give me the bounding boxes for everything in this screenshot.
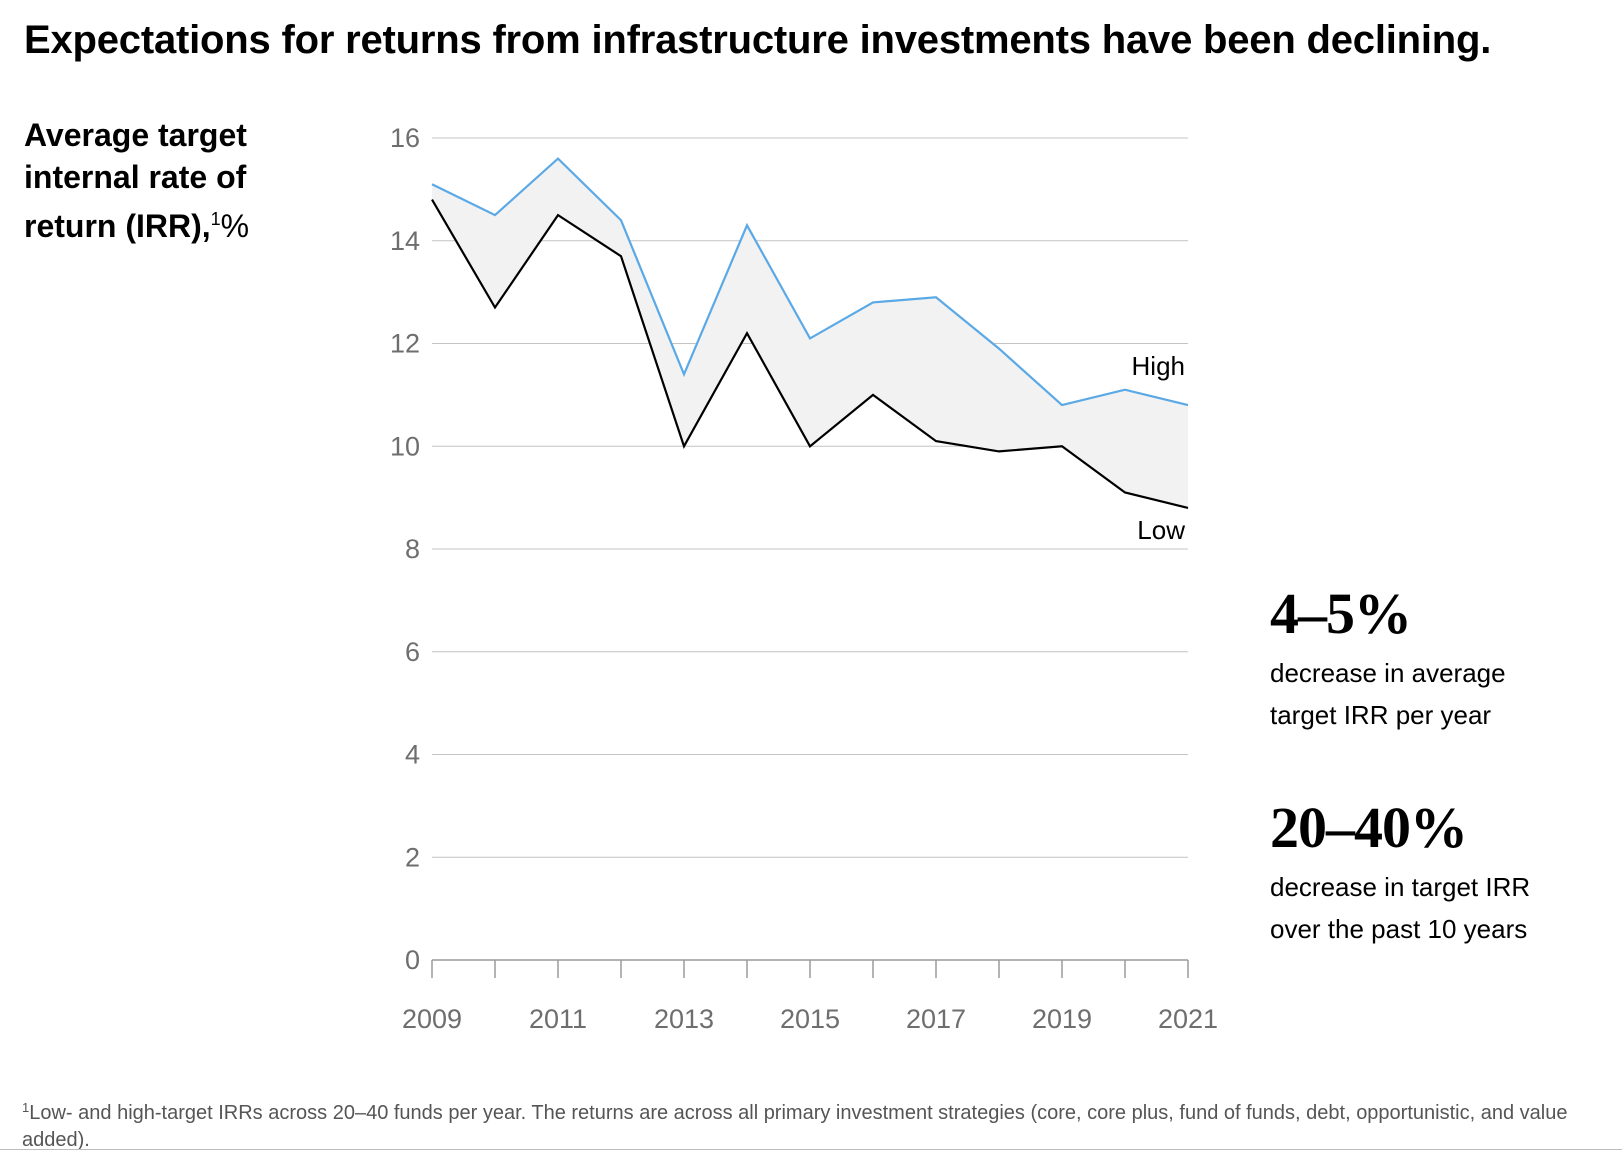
stat-description: decrease in target IRR over the past 10 …: [1270, 866, 1610, 950]
x-axis: [431, 959, 1189, 978]
y-tick-label: 16: [390, 123, 420, 153]
series-line-high: [431, 157, 1189, 407]
series-line-low: [431, 199, 1189, 509]
y-axis-label-text: Average target internal rate of return (…: [24, 117, 247, 244]
stat-description: decrease in average target IRR per year: [1270, 652, 1610, 736]
x-tick-label: 2017: [906, 1004, 966, 1034]
y-axis-label: Average target internal rate of return (…: [24, 114, 314, 247]
y-tick-label: 12: [390, 329, 420, 359]
range-band-area: [432, 158, 1188, 508]
stat-description-line: over the past 10 years: [1270, 914, 1528, 944]
x-tick-label: 2013: [654, 1004, 714, 1034]
y-tick-label: 2: [405, 842, 420, 872]
x-tick-label: 2011: [529, 1004, 587, 1034]
bottom-divider: [0, 1149, 1622, 1150]
stat-value: 20–40%: [1270, 795, 1468, 860]
x-tick-label: 2019: [1032, 1004, 1092, 1034]
x-tick-label: 2009: [402, 1004, 462, 1034]
stat-value: 4–5%: [1270, 581, 1412, 646]
y-tick-label: 4: [405, 740, 420, 770]
y-axis-unit: %: [220, 208, 250, 244]
stat-description-line: decrease in target IRR: [1270, 872, 1531, 902]
y-tick-label: 6: [405, 637, 420, 667]
stat-ten-year-decrease: 20–40% decrease in target IRR over the p…: [1270, 796, 1610, 950]
range-band: [432, 158, 1188, 508]
series-label-high: High: [1132, 351, 1185, 381]
series-lines: [431, 157, 1189, 509]
x-tick-label: 2015: [780, 1004, 840, 1034]
stat-description-line: target IRR per year: [1270, 700, 1492, 730]
footnote: 1Low- and high-target IRRs across 20–40 …: [22, 1094, 1582, 1154]
series-label-low: Low: [1137, 515, 1185, 545]
footnote-text: Low- and high-target IRRs across 20–40 f…: [22, 1102, 1568, 1151]
footnote-mark: 1: [22, 1100, 30, 1115]
y-axis-footnote-mark: 1: [210, 209, 221, 229]
gridlines: [432, 137, 1188, 858]
stat-annual-decrease: 4–5% decrease in average target IRR per …: [1270, 582, 1610, 736]
y-tick-label: 8: [405, 534, 420, 564]
stat-description-line: decrease in average: [1270, 658, 1506, 688]
y-tick-label: 0: [405, 945, 420, 975]
chart-title: Expectations for returns from infrastruc…: [24, 18, 1492, 62]
tick-labels: 0 2 4 6 8 10 12 14 16 High Low 2009 2011 2013 2015 2017…: [390, 123, 1218, 1034]
y-tick-label: 10: [390, 431, 420, 461]
x-tick-label: 2021: [1158, 1004, 1218, 1034]
y-tick-label: 14: [390, 226, 420, 256]
